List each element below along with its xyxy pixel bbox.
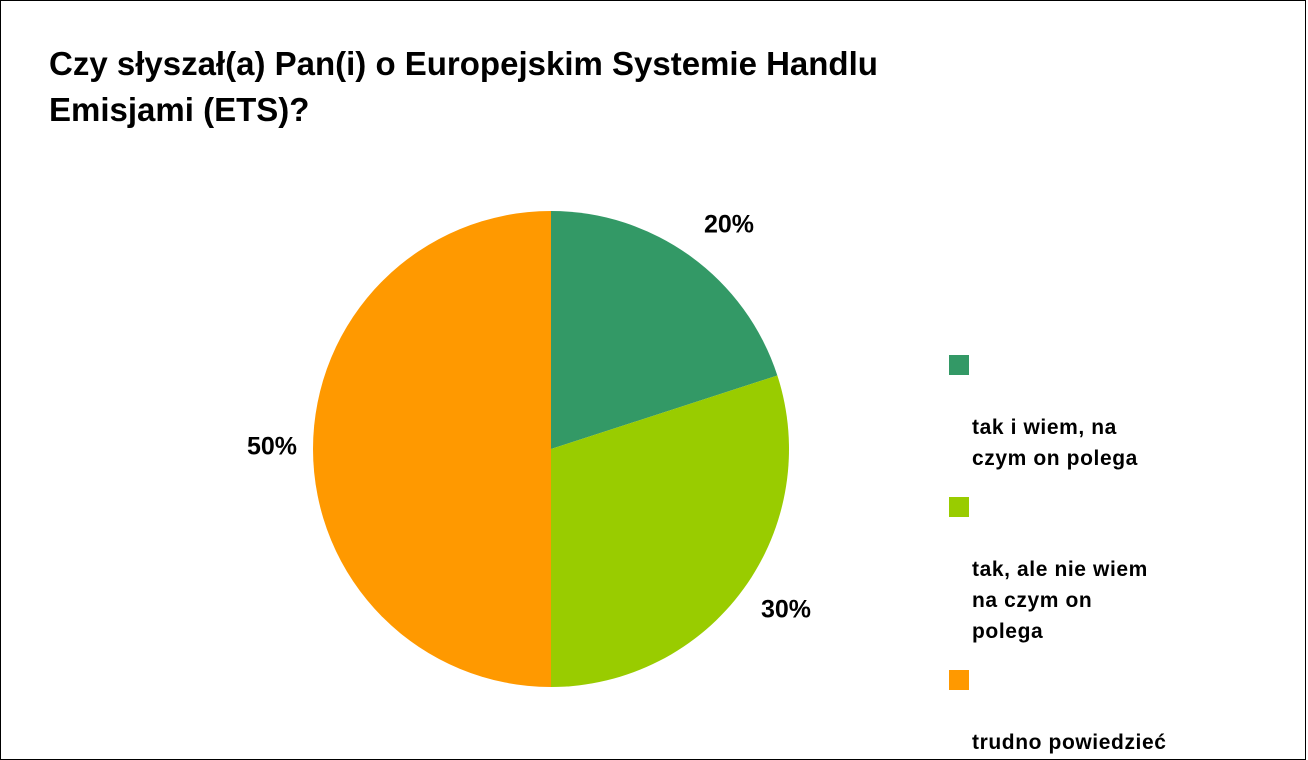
pie-chart: 20% 30% 50% — [247, 211, 811, 687]
pie-slice-3 — [313, 211, 551, 687]
pie-data-label-1: 20% — [704, 211, 754, 239]
legend-label-tak-ale-nie-wiem: tak, ale nie wiem na czym on polega — [972, 558, 1148, 643]
legend-swatch-tak-i-wiem — [949, 355, 969, 375]
legend-item-tak-i-wiem: tak i wiem, na czym on polega — [949, 350, 1249, 474]
legend-swatch-tak-ale-nie-wiem — [949, 497, 969, 517]
legend-item-tak-ale-nie-wiem: tak, ale nie wiem na czym on polega — [949, 492, 1249, 647]
legend-label-tak-i-wiem: tak i wiem, na czym on polega — [972, 416, 1138, 470]
pie-data-label-2: 30% — [761, 596, 811, 624]
legend: tak i wiem, na czym on polega tak, ale n… — [949, 350, 1249, 758]
chart-title: Czy słyszał(a) Pan(i) o Europejskim Syst… — [49, 45, 878, 128]
pie-slice-2 — [551, 375, 789, 687]
legend-swatch-trudno-powiedziec — [949, 670, 969, 690]
pie-slice-1 — [551, 211, 778, 449]
legend-label-trudno-powiedziec: trudno powiedzieć — [972, 731, 1167, 754]
pie-data-label-3: 50% — [247, 433, 297, 461]
legend-item-trudno-powiedziec: trudno powiedzieć — [949, 665, 1249, 758]
